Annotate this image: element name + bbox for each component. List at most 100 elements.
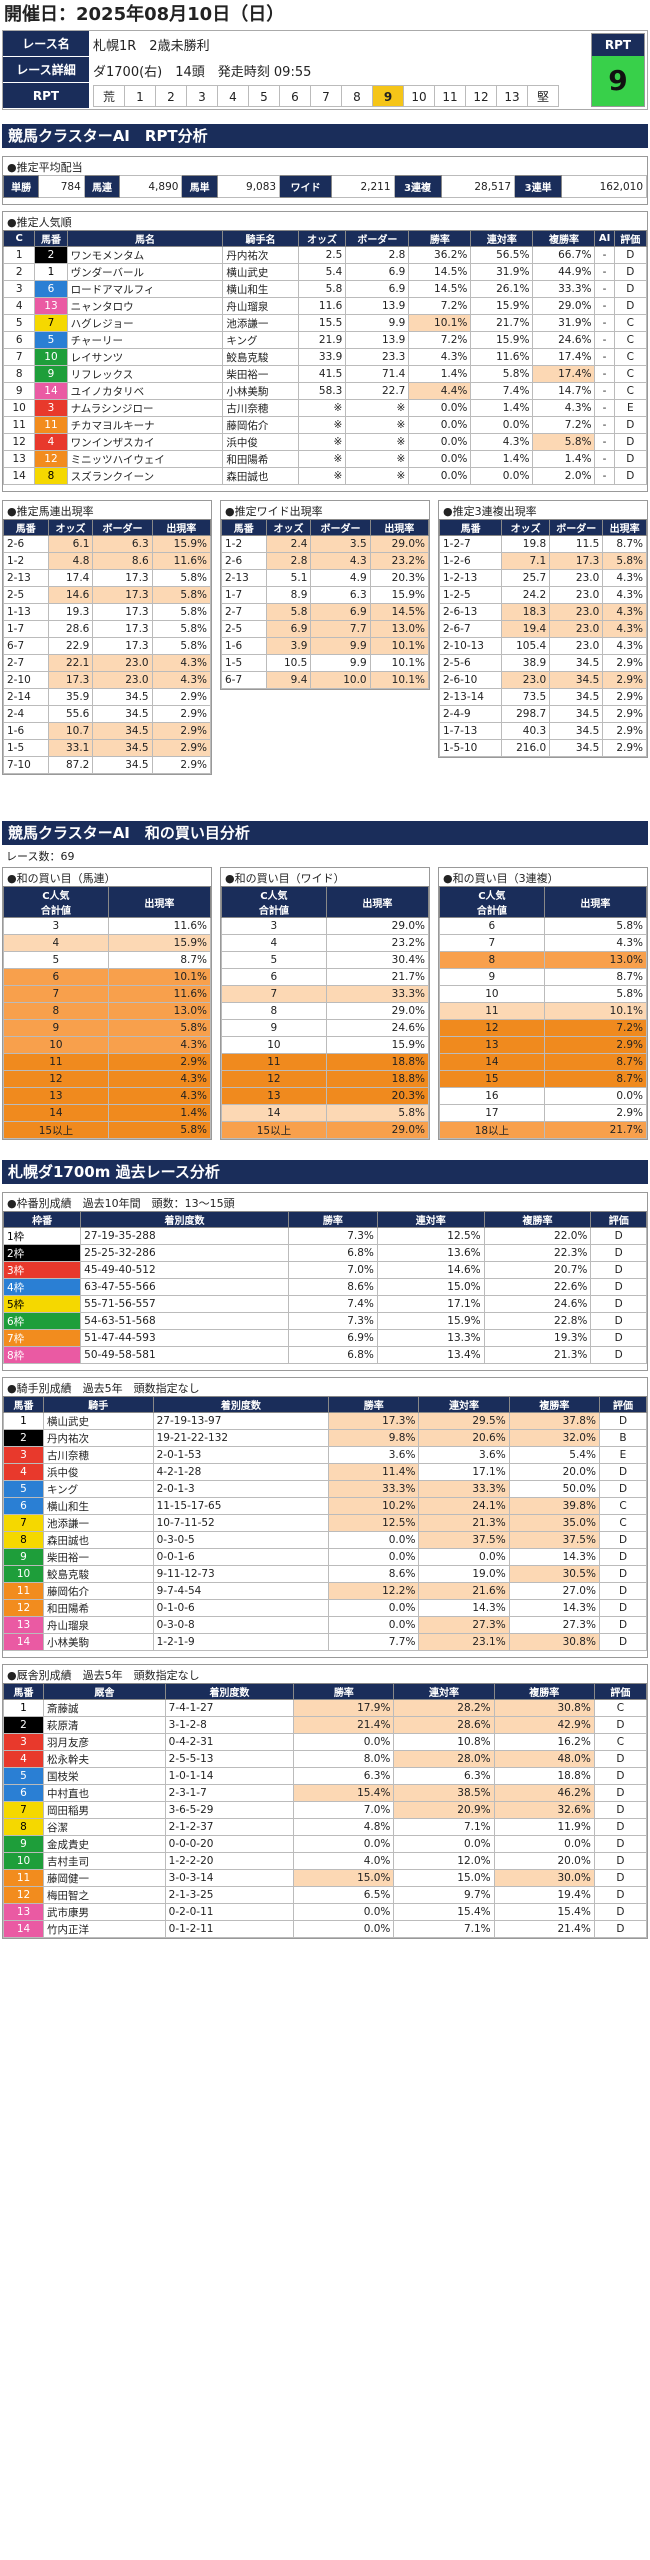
table-cell: 8.6% [328, 1565, 420, 1583]
table-cell: 4 [34, 433, 68, 451]
table-cell: 9 [34, 365, 68, 383]
table-row: 2-7 5.8 6.9 14.5% [221, 603, 430, 621]
table-row: 2 丹内祐次 19-21-22-132 9.8% 20.6% 32.0% B [3, 1429, 648, 1447]
table-row: 2-13 5.1 4.9 20.3% [221, 569, 430, 587]
table-row: 1-2-5 24.2 23.0 4.3% [438, 586, 647, 604]
table-cell: 4 [3, 1750, 44, 1768]
table-cell: 谷潔 [43, 1818, 166, 1836]
table-cell: 7 [221, 985, 327, 1003]
table-cell: 9 [221, 1019, 327, 1037]
table-cell: 4.3% [543, 934, 648, 952]
rpt-cell: 7 [310, 85, 342, 107]
table-cell: 20.7% [483, 1261, 592, 1279]
table-cell: 6.9 [345, 280, 410, 298]
table-row: 1-2-7 19.8 11.5 8.7% [438, 535, 647, 553]
payout-value: 4,890 [119, 175, 183, 198]
table-cell: 丹内祐次 [43, 1429, 154, 1447]
table-cell: 7.3% [287, 1227, 378, 1245]
table-row: 9 5.8% [3, 1019, 212, 1037]
table-cell: 17.4 [47, 569, 94, 587]
table-cell: D [593, 1801, 648, 1819]
table-cell: 岡田稲男 [43, 1801, 166, 1819]
table-cell: 18以上 [439, 1121, 545, 1139]
table-cell: 1枠 [2, 1227, 82, 1245]
table-cell: 鮫島克駿 [43, 1565, 154, 1583]
table-cell: 8.6% [287, 1278, 378, 1296]
rpt-box-label: RPT [592, 34, 644, 56]
table-row: 3 29.0% [221, 917, 430, 935]
table-cell: 5.8% [602, 552, 647, 570]
table-cell: 4 [2, 297, 36, 315]
column-header: 勝率 [328, 1396, 420, 1413]
table-cell: 19.4 [501, 620, 551, 638]
table-cell: 0-4-2-31 [164, 1733, 295, 1751]
table-cell: 21.3% [483, 1346, 592, 1364]
table-cell: 6 [439, 917, 545, 935]
table-cell: 13.3% [376, 1329, 485, 1347]
table-cell: 39.8% [508, 1497, 600, 1515]
table-cell: 2-10 [3, 671, 49, 689]
table-cell: 27.0% [508, 1582, 600, 1600]
table-cell: 2.9% [151, 688, 212, 706]
table-cell: 105.4 [501, 637, 551, 655]
table-cell: 6 [2, 331, 36, 349]
table-cell: 13.6% [376, 1244, 485, 1262]
table-row: 2-6-10 23.0 34.5 2.9% [438, 671, 647, 689]
column-header: 勝率 [287, 1211, 378, 1228]
table-cell: 2 [34, 246, 68, 264]
table-row: 6 中村直也 2-3-1-7 15.4% 38.5% 46.2% D [3, 1784, 648, 1802]
table-cell: 0-1-2-11 [164, 1920, 295, 1938]
table-cell: 33.3% [418, 1480, 510, 1498]
table-cell: D [598, 1616, 648, 1634]
table-cell: 6 [3, 968, 109, 986]
table-cell: 9-11-12-73 [152, 1565, 330, 1583]
table-cell: 12 [439, 1019, 545, 1037]
trainer-box: ●厩舎別成績 過去5年 頭数指定なし 馬番 厩舎 着別度数 勝率 連対率 複勝率 評価 1 斎藤誠… [2, 1664, 648, 1939]
jockey-table: 馬番 騎手 着別度数 勝率 連対率 複勝率 評価 1 横山武史 27-19-13-97 17.3% 2… [3, 1396, 648, 1651]
table-cell: 2.9% [602, 739, 647, 757]
rpt-cell: 3 [186, 85, 218, 107]
column-header: 馬番 [221, 519, 267, 536]
table-cell: 15.9% [151, 535, 212, 553]
column-header: 出現率 [325, 886, 430, 918]
table-cell: 37.5% [508, 1531, 600, 1549]
table-row: 7 11.6% [3, 985, 212, 1003]
table-cell: 11.6% [107, 985, 212, 1003]
table-cell: 23.0 [501, 671, 551, 689]
table-row: 10 4.3% [3, 1036, 212, 1054]
column-header: ボーダー [345, 230, 410, 247]
popularity-table: C 馬番 馬名 騎手名 オッズ ボーダー 勝率 連対率 複勝率 AI 評価 1 2 ワンモメンタム 丹内祐次… [2, 230, 648, 485]
table-cell: 15.9% [470, 297, 534, 315]
table-cell: 26.1% [470, 280, 534, 298]
table-cell: 2-7 [221, 603, 267, 621]
column-header: 出現率 [543, 886, 648, 918]
table-cell: 15.4% [293, 1784, 395, 1802]
table-cell: D [590, 1244, 647, 1262]
table-row: 1-2-6 7.1 17.3 5.8% [438, 552, 647, 570]
table-row: 7 岡田稲男 3-6-5-29 7.0% 20.9% 32.6% D [3, 1801, 648, 1819]
table-cell: 5.8% [151, 620, 212, 638]
table-cell: 3 [221, 917, 327, 935]
table-cell: 33.1 [47, 739, 94, 757]
column-header: 馬番 [34, 230, 68, 247]
table-cell: 2.8 [265, 552, 312, 570]
table-row: 12 7.2% [439, 1019, 648, 1037]
table-cell: 4.3 [310, 552, 371, 570]
table-cell: 森田誠也 [222, 467, 299, 485]
table-row: 15以上 5.8% [3, 1121, 212, 1139]
table-cell: ミニッツハイウェイ [66, 450, 224, 468]
table-cell: 17.3 [47, 671, 94, 689]
table-row: 12 18.8% [221, 1070, 430, 1088]
wa-table: C人気 合計値 出現率 3 29.0% 4 23.2% 5 30.4% 6 21.7% 7 33.3%… [221, 886, 430, 1139]
popularity-box: ●推定人気順 C 馬番 馬名 騎手名 オッズ ボーダー 勝率 連対率 複勝率 AI 評価 1 2 ワンモメ… [2, 211, 648, 492]
table-cell: 0.0% [293, 1903, 395, 1921]
table-cell: 87.2 [47, 756, 94, 774]
table-cell: - [594, 280, 615, 298]
table-cell: 15.0% [376, 1278, 485, 1296]
wa-title: ●和の買い目（3連複） [443, 872, 559, 885]
column-header: 複勝率 [493, 1683, 595, 1700]
table-row: 17 2.9% [439, 1104, 648, 1122]
table-row: 9 14 ユイノカタリベ 小林美駒 58.3 22.7 4.4% 7.4% 14.7% - C [2, 382, 648, 400]
table-cell: 7枠 [2, 1329, 82, 1347]
table-row: 2-6-7 19.4 23.0 4.3% [438, 620, 647, 638]
